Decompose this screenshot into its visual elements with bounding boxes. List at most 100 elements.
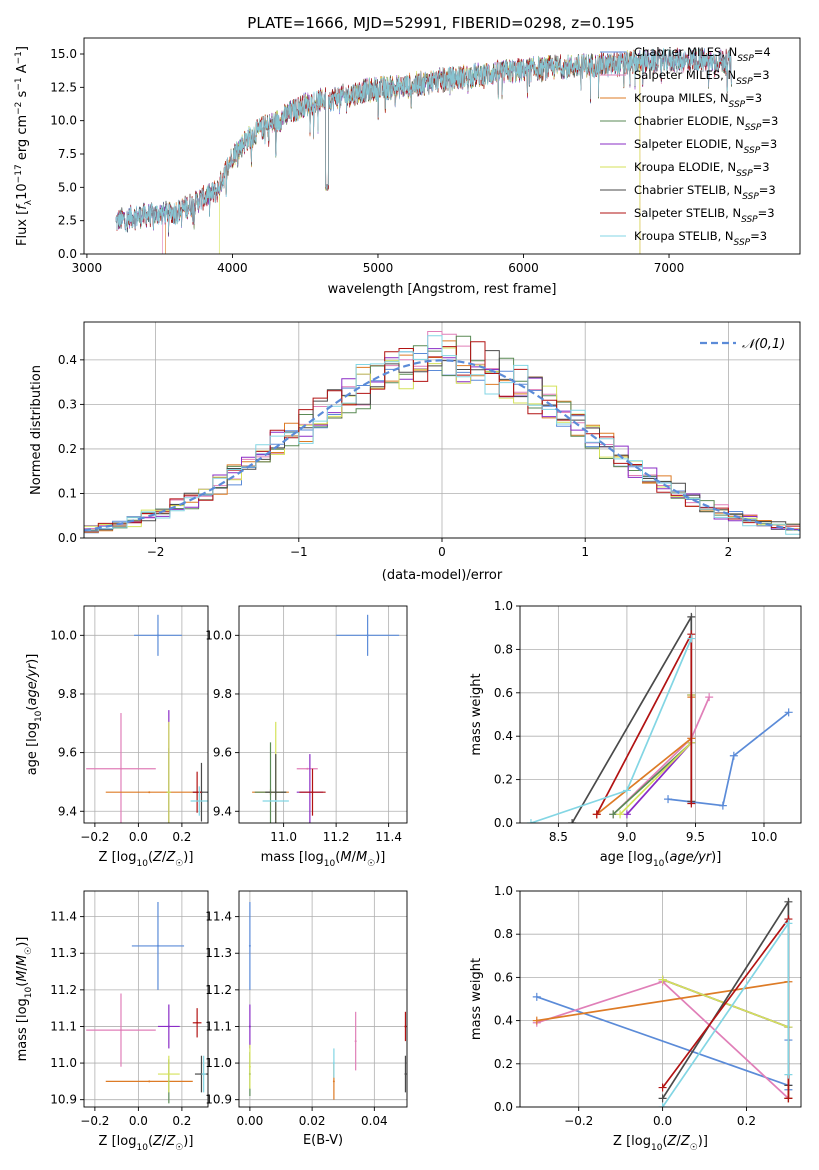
y-tick-label: 9.4	[58, 804, 77, 818]
axes-weight_vs_age: 8.5 9.0 9.5 10.0 0.0 0.2 0.4 0.6 0.8 1.0 mass weig…	[469, 599, 802, 869]
label-part: (	[148, 1134, 153, 1149]
data-point	[202, 1073, 205, 1076]
y-tick-label: 11.4	[50, 910, 77, 924]
y-axis-label: mass weight	[469, 958, 484, 1040]
label-part: =3	[759, 183, 776, 197]
weight-line-salpeter-stelib	[596, 633, 693, 815]
weight-marker	[658, 1094, 667, 1103]
y-tick-label: 9.8	[58, 687, 77, 701]
y-tick-label: 0.0	[494, 1100, 513, 1114]
label-part: M	[340, 850, 351, 865]
label-part: Kroupa STELIB, N	[634, 229, 734, 243]
axes-weight_vs_Z: −0.2 0.0 0.2 0.0 0.2 0.4 0.6 0.8 1.0 mass weight Z…	[469, 884, 802, 1153]
histogram-kroupa-stelib	[84, 335, 800, 538]
data-point	[167, 1025, 170, 1028]
y-tick-label: 0.0	[58, 531, 77, 545]
weight-line-salpeter-stelib	[661, 916, 790, 1099]
y-tick-label: 11.0	[50, 1056, 77, 1070]
legend-label: Salpeter STELIB, NSSP=3	[634, 206, 775, 225]
label-part: Z [log	[99, 850, 137, 865]
y-axis-label: Normed distribution	[29, 365, 44, 495]
label-part: =4	[754, 45, 771, 59]
data-point	[404, 1025, 407, 1028]
x-tick-label: 0.04	[361, 1114, 388, 1128]
axes-frame	[519, 605, 802, 824]
y-tick-label: 0.6	[494, 686, 513, 700]
legend-label: Kroupa MILES, NSSP=3	[634, 91, 762, 110]
axes-spectrum: 3000 4000 5000 6000 7000 0.0 2.5 5.0 7.5 10.0 12.5…	[14, 37, 801, 297]
label-part: 10	[324, 859, 336, 869]
label-part: Kroupa MILES, N	[634, 91, 729, 105]
weight-marker	[592, 810, 601, 819]
plot-area-age_vs_mass	[252, 614, 400, 823]
y-tick-label: 12.5	[50, 80, 77, 94]
weight-marker	[526, 819, 535, 823]
y-tick-label: 10.9	[50, 1093, 77, 1107]
data-point	[167, 791, 170, 794]
plot-area-mass_vs_EBV	[248, 901, 407, 1100]
data-point	[248, 1025, 251, 1028]
weight-marker	[729, 751, 738, 760]
weight-marker	[687, 634, 696, 643]
label-part: A	[15, 64, 30, 77]
legend-label: Salpeter ELODIE, NSSP=3	[634, 137, 777, 156]
y-tick-label: 10.0	[205, 628, 232, 642]
label-part: Z	[667, 1134, 678, 1149]
label-part: (	[335, 850, 340, 865]
y-tick-label: 11.2	[50, 983, 77, 997]
data-point	[119, 1029, 122, 1032]
weight-marker	[784, 1070, 793, 1079]
label-part: (	[15, 982, 30, 987]
x-tick-label: 0	[438, 545, 446, 559]
x-tick-label: 0.0	[129, 1114, 148, 1128]
legend-label: 𝒩(0,1)	[742, 337, 785, 352]
x-tick-label: 6000	[508, 261, 539, 275]
label-part: (	[662, 1134, 667, 1149]
weight-marker	[664, 795, 673, 804]
data-point	[404, 1073, 407, 1076]
plot-area-residuals	[84, 331, 800, 538]
y-tick-label: 0.8	[494, 927, 513, 941]
y-tick-label: 11.4	[205, 910, 232, 924]
x-tick-label: −0.2	[80, 1114, 109, 1128]
x-tick-label: 0.2	[737, 1114, 756, 1128]
label-part: ☉	[175, 1143, 183, 1153]
x-axis-label: age [log10(age/yr)]	[600, 850, 722, 869]
weight-line-chabrier-miles	[667, 711, 790, 807]
y-tick-label: 9.6	[213, 746, 232, 760]
weight-marker	[784, 919, 793, 928]
label-part: =3	[758, 206, 775, 220]
y-tick-label: 7.5	[58, 147, 77, 161]
y-tick-label: 0.4	[58, 353, 77, 367]
label-part: =3	[753, 68, 770, 82]
y-tick-label: 0.2	[494, 773, 513, 787]
label-part: )]	[183, 850, 193, 865]
label-part: SSP	[734, 238, 751, 248]
y-tick-label: 9.8	[213, 687, 232, 701]
histogram-kroupa-elodie	[84, 347, 800, 538]
label-part: )]	[183, 1134, 193, 1149]
plot-area-spectrum	[115, 47, 732, 254]
y-tick-label: 0.1	[58, 486, 77, 500]
y-tick-label: 11.0	[205, 1056, 232, 1070]
axes-frame	[238, 890, 408, 1108]
y-tick-label: 9.4	[213, 804, 232, 818]
axes-age_vs_Z: −0.2 0.0 0.29.49.69.810.0Z [log10(Z/Z☉)]ag…	[25, 605, 209, 869]
weight-marker	[532, 992, 541, 1001]
label-part: )]	[375, 850, 385, 865]
axes-frame	[83, 890, 209, 1108]
data-point	[156, 634, 159, 637]
legend-label: Kroupa ELODIE, NSSP=3	[634, 160, 770, 179]
y-tick-label: 2.5	[58, 214, 77, 228]
label-part: mass [log	[15, 998, 30, 1061]
x-tick-label: −2	[147, 545, 165, 559]
data-point	[354, 1040, 357, 1043]
y-tick-label: 10.0	[50, 628, 77, 642]
label-part: −1	[14, 51, 24, 64]
label-part: =3	[761, 114, 778, 128]
y-axis-label: mass [log10(M/M☉)]	[15, 937, 34, 1062]
y-tick-label: 10.0	[50, 114, 77, 128]
label-part: SSP	[737, 54, 754, 64]
x-tick-label: 10.0	[751, 830, 778, 844]
